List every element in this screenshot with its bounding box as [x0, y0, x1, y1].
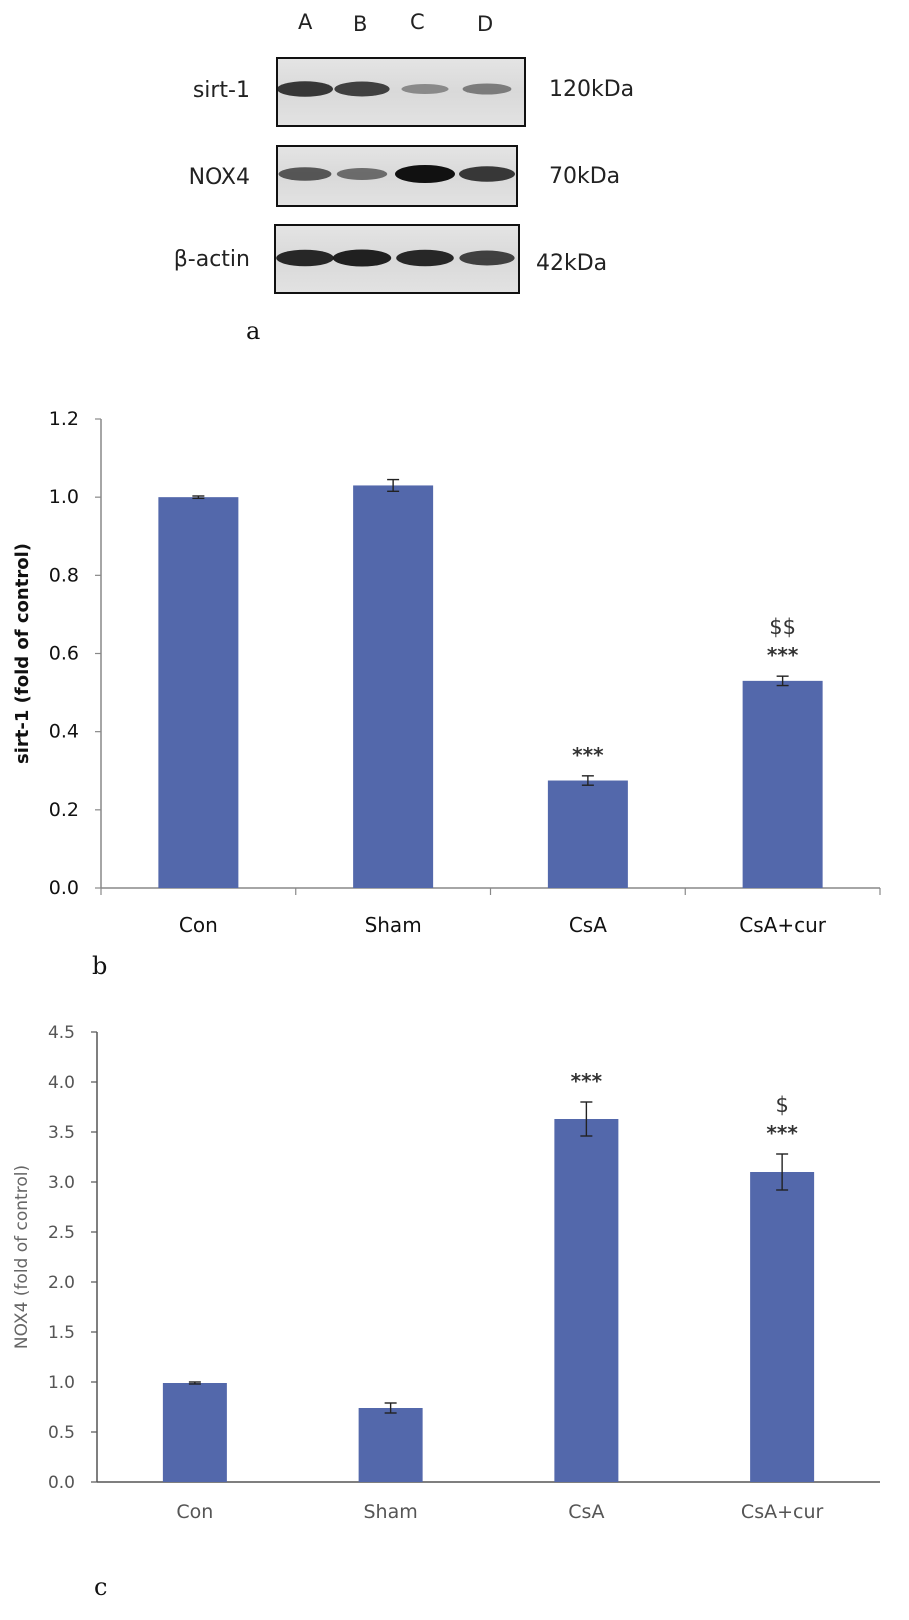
mw-label-sirt1: 120kDa: [549, 77, 635, 102]
x-category-label: CsA: [568, 1501, 604, 1523]
mw-label-nox4: 70kDa: [549, 164, 621, 189]
bar-con: [162, 1383, 227, 1482]
y-tick-label: 1.0: [49, 486, 79, 508]
y-tick-label: 2.5: [48, 1223, 75, 1243]
bar-con: [158, 497, 239, 888]
x-category-label: Con: [179, 913, 218, 937]
panel-label-b: b: [92, 952, 108, 980]
x-category-label: CsA+cur: [741, 1501, 824, 1523]
band-nox4-lane-a: [278, 167, 332, 181]
band-beta-actin-lane-d: [459, 250, 515, 266]
x-category-label: CsA: [569, 913, 607, 937]
band-beta-actin-lane-c: [396, 249, 454, 267]
band-sirt1-lane-c: [401, 84, 449, 94]
x-category-label: Con: [176, 1501, 213, 1523]
y-tick-label: 0.5: [48, 1423, 75, 1443]
x-category-label: Sham: [365, 913, 422, 937]
significance-label-secondary: $: [775, 1093, 788, 1117]
blot-bands: [276, 81, 515, 267]
mw-label-beta-actin: 42kDa: [536, 251, 608, 276]
y-axis-title: sirt-1 (fold of control): [12, 543, 33, 764]
y-tick-label: 1.5: [48, 1323, 75, 1343]
band-beta-actin-lane-b: [332, 249, 392, 267]
lane-label-b: B: [353, 12, 368, 36]
y-tick-label: 0.6: [49, 643, 79, 665]
y-tick-label: 1.2: [49, 408, 79, 430]
band-beta-actin-lane-a: [276, 249, 334, 267]
panel-label-a: a: [246, 317, 261, 345]
y-tick-label: 3.5: [48, 1123, 75, 1143]
significance-label: ***: [571, 1069, 603, 1093]
y-tick-label: 0.8: [49, 564, 79, 586]
band-nox4-lane-b: [336, 168, 388, 180]
significance-label: ***: [766, 1121, 798, 1145]
y-tick-label: 4.5: [48, 1023, 75, 1043]
significance-label: ***: [767, 643, 799, 667]
band-sirt1-lane-b: [334, 81, 390, 97]
y-axis-title: NOX4 (fold of control): [12, 1165, 32, 1349]
lane-label-d: D: [477, 12, 494, 36]
y-tick-label: 0.2: [49, 799, 79, 821]
lane-label-a: A: [298, 10, 313, 34]
protein-label-beta-actin: β-actin: [173, 247, 250, 272]
y-tick-label: 2.0: [48, 1273, 75, 1293]
lane-label-c: C: [410, 10, 425, 34]
panel-label-c: c: [94, 1573, 108, 1601]
significance-label-secondary: $$: [769, 615, 796, 639]
y-tick-label: 3.0: [48, 1173, 75, 1193]
x-category-label: CsA+cur: [739, 913, 826, 937]
y-tick-label: 1.0: [48, 1373, 75, 1393]
bar-csa-plus-cur: [742, 680, 823, 888]
y-tick-label: 0.0: [48, 1473, 75, 1493]
significance-label: ***: [572, 743, 604, 767]
x-category-label: Sham: [363, 1501, 417, 1523]
bar-sham: [353, 485, 434, 888]
band-nox4-lane-c: [395, 165, 455, 183]
bar-csa: [547, 780, 628, 888]
sirt1-bar-chart: 0.0 0.2 0.4 0.6 0.8 1.0 1.2 sirt-1 (fold of con…: [12, 408, 881, 937]
protein-label-nox4: NOX4: [188, 165, 250, 190]
protein-label-sirt1: sirt-1: [192, 78, 250, 103]
nox4-bar-chart: 0.0 0.5 1.0 1.5 2.0 2.5 3.0 3.5 4.0 4.5 NOX4 (fold…: [12, 1023, 880, 1523]
y-tick-label: 0.4: [49, 721, 79, 743]
y-tick-label: 4.0: [48, 1073, 75, 1093]
bar-sham: [358, 1408, 423, 1482]
y-tick-label: 0.0: [49, 877, 79, 899]
band-sirt1-lane-d: [462, 83, 512, 95]
band-sirt1-lane-a: [277, 81, 333, 97]
bar-csa-plus-cur: [750, 1172, 815, 1482]
bar-csa: [554, 1119, 619, 1482]
band-nox4-lane-d: [459, 166, 515, 182]
